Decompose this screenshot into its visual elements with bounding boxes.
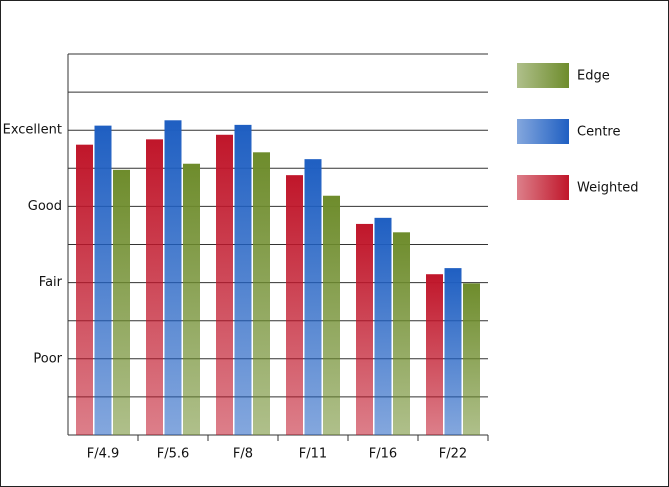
y-tick-label: Fair: [39, 275, 63, 290]
bar: [113, 169, 130, 435]
bar: [463, 283, 480, 435]
x-tick-label: F/22: [439, 447, 467, 462]
legend-label: Centre: [577, 125, 620, 140]
bar: [444, 268, 462, 435]
x-tick-label: F/11: [299, 447, 327, 462]
legend-label: Edge: [577, 69, 610, 84]
bar: [216, 134, 233, 435]
legend-swatch: [517, 175, 569, 200]
bar: [234, 124, 252, 435]
bar: [426, 274, 443, 435]
bar: [146, 139, 163, 435]
bar: [183, 163, 200, 435]
x-tick-label: F/5.6: [157, 447, 190, 462]
bar: [304, 159, 322, 435]
bar: [164, 120, 182, 435]
bar: [286, 175, 303, 435]
bar: [253, 152, 270, 435]
bar: [356, 223, 373, 435]
bar: [94, 125, 112, 436]
x-tick-label: F/16: [369, 447, 397, 462]
y-tick-label: Poor: [33, 351, 62, 366]
y-tick-label: Excellent: [3, 123, 62, 138]
legend-swatch: [517, 119, 569, 144]
x-tick-label: F/4.9: [87, 447, 120, 462]
legend-label: Weighted: [577, 181, 639, 196]
x-tick-label: F/8: [233, 447, 253, 462]
bar: [76, 144, 93, 436]
bar: [374, 217, 392, 435]
bar: [393, 232, 410, 435]
bar: [323, 195, 340, 435]
y-tick-label: Good: [28, 199, 62, 214]
legend-swatch: [517, 63, 569, 88]
